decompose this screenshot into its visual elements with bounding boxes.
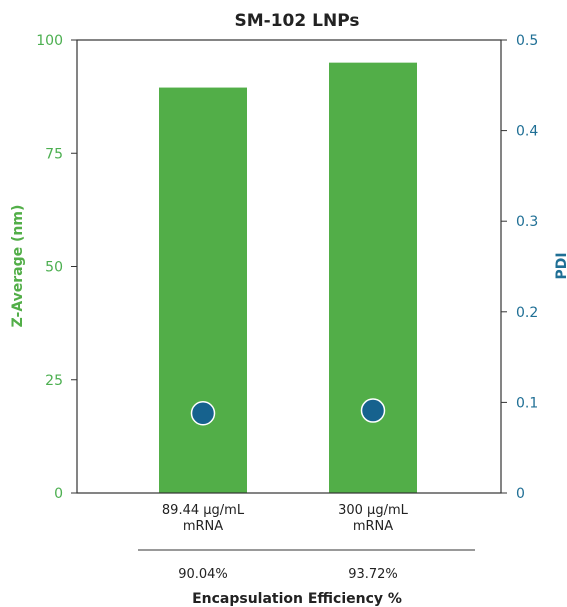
pdi-point xyxy=(360,398,386,423)
efficiency-value: 93.72% xyxy=(348,567,398,582)
right-tick-label: 0.1 xyxy=(516,395,538,411)
efficiency-value: 90.04% xyxy=(178,567,228,582)
category-label: mRNA xyxy=(183,519,223,534)
left-tick-label: 25 xyxy=(45,373,63,389)
pdi-point xyxy=(190,401,216,426)
right-tick-label: 0 xyxy=(516,486,525,502)
right-tick-label: 0.5 xyxy=(516,33,538,49)
z-average-bar xyxy=(159,87,247,493)
category-label: 300 µg/mL xyxy=(338,503,409,518)
right-tick-label: 0.4 xyxy=(516,124,538,140)
left-tick-label: 75 xyxy=(45,146,63,162)
left-tick-label: 0 xyxy=(54,486,63,502)
z-average-bar xyxy=(329,62,417,494)
left-tick-label: 50 xyxy=(45,260,63,276)
category-label: 89.44 µg/mL xyxy=(162,503,245,518)
category-label: mRNA xyxy=(353,519,393,534)
left-tick-label: 100 xyxy=(36,33,63,49)
right-tick-label: 0.2 xyxy=(516,305,538,321)
left-axis-label: Z-Average (nm) xyxy=(10,205,26,328)
right-tick-label: 0.3 xyxy=(516,214,538,230)
right-axis-label: PDI xyxy=(554,252,567,279)
chart-title: SM-102 LNPs xyxy=(235,11,360,31)
plot-frame xyxy=(76,39,502,494)
efficiency-label: Encapsulation Efficiency % xyxy=(192,591,402,607)
